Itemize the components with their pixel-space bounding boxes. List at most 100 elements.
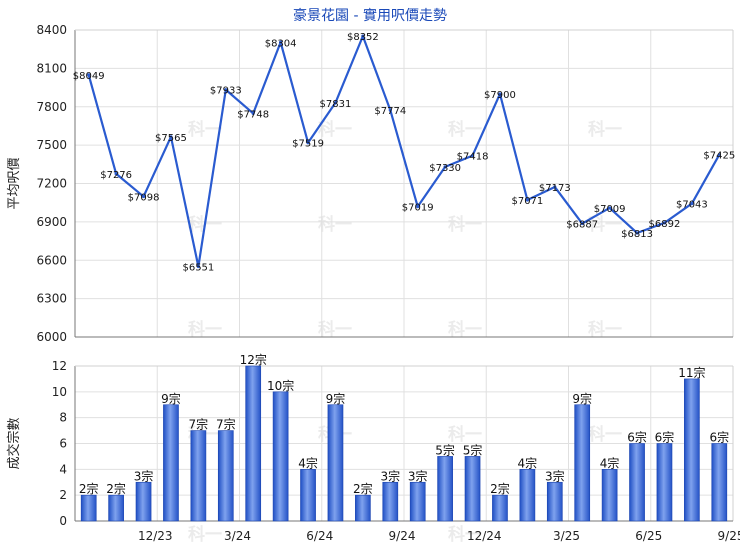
price-value-label: $8352 <box>347 32 379 43</box>
bar-value-label: 11宗 <box>678 365 705 380</box>
price-point <box>388 108 392 112</box>
x-tick-label: 6/24 <box>306 529 333 543</box>
bar-series <box>80 365 728 522</box>
bar <box>601 469 618 522</box>
price-point <box>443 165 447 169</box>
price-point <box>635 231 639 235</box>
bar-value-label: 5宗 <box>435 442 455 457</box>
price-value-label: $7173 <box>539 183 571 194</box>
bar-value-label: 9宗 <box>326 391 346 406</box>
price-value-label: $7565 <box>155 133 187 144</box>
bar <box>437 456 453 522</box>
bar-value-label: 9宗 <box>572 391 592 406</box>
line-series <box>87 34 721 269</box>
frame-layer <box>74 29 734 522</box>
watermark-layer: 科一科一科一科一科一科一科一科一科一科一科一科一科一科一科一科一科一科一 <box>188 119 622 545</box>
bar <box>711 443 728 522</box>
bar-value-label: 3宗 <box>545 468 565 483</box>
price-point <box>553 185 557 189</box>
price-value-label: $7009 <box>594 204 626 215</box>
bar <box>245 365 262 522</box>
bar <box>300 469 316 522</box>
price-value-label: $6887 <box>566 220 598 231</box>
price-value-label: $7831 <box>320 99 352 110</box>
bar <box>272 391 289 522</box>
count-axis-tick-label: 10 <box>52 385 67 399</box>
bar-value-label: 3宗 <box>134 468 154 483</box>
bar <box>409 481 426 522</box>
price-point <box>361 34 365 38</box>
count-axis-tick-label: 6 <box>59 437 67 451</box>
bar-value-label: 4宗 <box>600 455 620 470</box>
watermark-text: 科一 <box>588 119 622 140</box>
price-value-label: $7519 <box>292 139 324 150</box>
bar <box>382 481 399 522</box>
bar-value-label: 12宗 <box>240 352 267 367</box>
watermark-text: 科一 <box>188 119 222 140</box>
bar-value-label: 2宗 <box>490 481 510 496</box>
price-value-label: $7900 <box>484 90 516 101</box>
x-tick-label: 12/23 <box>138 529 173 543</box>
count-axis-tick-label: 0 <box>59 514 67 528</box>
price-value-label: $7774 <box>374 106 406 117</box>
bar-value-label: 4宗 <box>518 455 538 470</box>
bar <box>464 456 481 522</box>
watermark-text: 科一 <box>448 119 482 140</box>
count-axis-title: 成交宗數 <box>6 417 22 469</box>
price-axis-tick-label: 6900 <box>36 215 67 229</box>
watermark-text: 科一 <box>448 319 482 340</box>
price-value-label: $7330 <box>429 163 461 174</box>
watermark-text: 科一 <box>188 319 222 340</box>
price-value-label: $7933 <box>210 86 242 97</box>
bar-value-label: 7宗 <box>216 417 236 432</box>
bar <box>135 481 152 522</box>
bar-value-label: 3宗 <box>380 468 400 483</box>
bar <box>574 404 591 522</box>
price-point <box>498 92 502 96</box>
bar <box>217 430 234 522</box>
price-axis-tick-label: 8100 <box>36 61 67 75</box>
x-tick-label: 9/25 <box>718 529 740 543</box>
bar <box>80 494 97 522</box>
bar-value-label: 2宗 <box>106 481 126 496</box>
price-point <box>608 206 612 210</box>
watermark-text: 科一 <box>588 214 622 235</box>
bar <box>327 404 344 522</box>
bar <box>629 443 645 522</box>
watermark-text: 科一 <box>188 524 222 545</box>
price-value-label: $7425 <box>703 151 735 162</box>
price-point <box>690 201 694 206</box>
price-axis-title: 平均呎價 <box>7 157 22 209</box>
price-point <box>525 198 529 202</box>
price-point <box>662 221 667 225</box>
price-point <box>169 135 173 139</box>
x-tick-label: 9/24 <box>389 529 416 543</box>
bar-value-label: 5宗 <box>463 442 483 457</box>
price-point <box>279 40 283 44</box>
bar-value-label: 10宗 <box>267 378 294 393</box>
bar <box>355 494 371 522</box>
watermark-text: 科一 <box>318 214 352 235</box>
price-point <box>251 111 255 116</box>
price-point <box>470 154 475 158</box>
bar <box>492 494 508 522</box>
bar <box>519 469 536 522</box>
bar <box>656 443 673 522</box>
price-point <box>416 205 420 209</box>
x-tick-label: 3/25 <box>553 529 580 543</box>
count-axis-tick-label: 8 <box>59 411 67 425</box>
price-axis-tick-label: 7800 <box>36 100 67 114</box>
price-value-label: $6892 <box>649 219 681 230</box>
price-point <box>196 264 200 269</box>
price-axis-tick-label: 7500 <box>36 138 67 152</box>
price-value-label: $7276 <box>100 170 132 181</box>
price-value-label: $7019 <box>402 203 434 214</box>
watermark-text: 科一 <box>448 214 482 235</box>
price-point <box>580 221 584 226</box>
bar <box>108 494 124 522</box>
bar-value-label: 7宗 <box>189 417 209 432</box>
price-point <box>87 73 91 77</box>
watermark-text: 科一 <box>588 424 622 445</box>
bar <box>190 430 207 522</box>
bar <box>163 404 179 522</box>
